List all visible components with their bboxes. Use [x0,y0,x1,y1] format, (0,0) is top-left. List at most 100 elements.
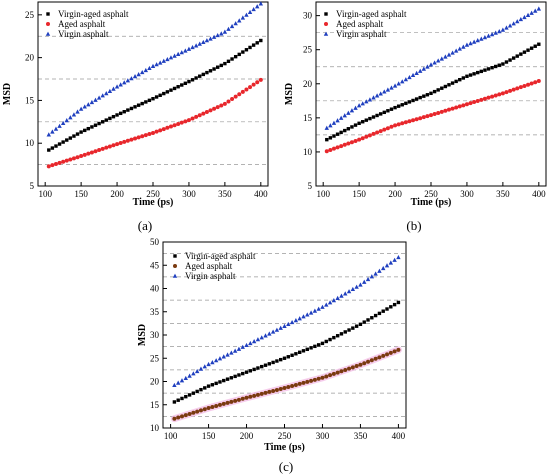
data-point [393,123,398,128]
data-point [154,62,159,67]
data-point [71,156,76,161]
data-point [82,152,87,157]
data-point [414,117,419,122]
data-point [252,367,256,372]
data-point [212,106,217,111]
data-point [248,45,252,50]
data-point [256,366,260,370]
data-point [343,367,348,372]
data-point [396,122,401,127]
data-point [260,364,264,369]
data-point [504,90,509,95]
data-point [339,130,343,135]
data-point [525,12,531,17]
data-point [522,50,527,54]
data-point [251,43,256,47]
data-point [489,32,495,37]
data-point [360,101,365,106]
data-point [93,97,98,102]
data-point [410,72,416,78]
x-tick-label: 250 [278,431,292,441]
data-point [136,72,141,77]
data-point [233,54,238,59]
data-point [147,132,152,137]
data-point [240,344,245,349]
data-point [186,46,192,51]
data-point [482,96,487,101]
data-point [504,60,509,64]
data-point [208,36,213,41]
data-point [183,119,188,124]
data-point [297,350,302,354]
panel-label: (b) [406,218,421,233]
data-point [111,114,116,119]
data-point [508,58,512,62]
y-tick-label: 10 [25,138,35,148]
data-point [107,144,112,149]
data-point [50,146,55,150]
data-point [500,91,505,96]
data-point [187,373,192,378]
panel-label: (c) [279,459,293,474]
data-point [347,328,351,332]
data-point [136,103,141,107]
data-point [108,116,112,121]
data-point [267,389,272,394]
data-point [241,50,245,54]
data-point [168,55,174,60]
y-tick-label: 15 [25,95,35,105]
data-point [418,95,422,100]
data-point [96,95,102,100]
data-point [522,83,527,88]
data-point [493,93,498,98]
data-point [132,74,138,79]
data-point [219,63,223,68]
data-point [225,400,230,405]
data-point [247,9,253,14]
data-point [407,119,412,124]
data-point [385,126,390,131]
data-point [46,12,50,16]
data-point [282,356,287,360]
legend-label: Aged asphalt [185,261,233,271]
data-point [447,83,451,87]
data-point [267,362,272,366]
data-point [450,50,455,55]
data-point [176,398,180,402]
data-point [313,344,317,349]
data-point [529,46,534,50]
data-point [93,123,98,127]
data-point [440,86,444,90]
data-point [71,112,77,117]
data-point [286,384,291,389]
data-point [183,375,188,381]
data-point [518,85,523,90]
data-point [454,79,458,84]
data-point [214,381,218,386]
data-point [328,123,333,128]
data-point [328,147,333,152]
y-tick-label: 10 [303,147,313,157]
data-point [407,100,412,104]
data-point [425,64,430,69]
data-point [370,316,374,320]
data-point [251,82,256,87]
data-point [61,140,65,144]
data-point [100,120,105,124]
data-point [176,121,181,126]
data-point [279,357,283,362]
data-point [289,319,295,325]
data-point [183,413,188,418]
data-point [158,93,162,97]
data-point [154,95,159,99]
x-tick-label: 200 [110,189,124,199]
data-point [347,366,352,371]
data-point [187,393,192,397]
data-point [199,387,203,392]
data-point [233,398,238,403]
data-point [140,69,145,75]
data-point [57,160,62,165]
x-tick-label: 350 [218,189,232,199]
data-point [122,80,127,85]
